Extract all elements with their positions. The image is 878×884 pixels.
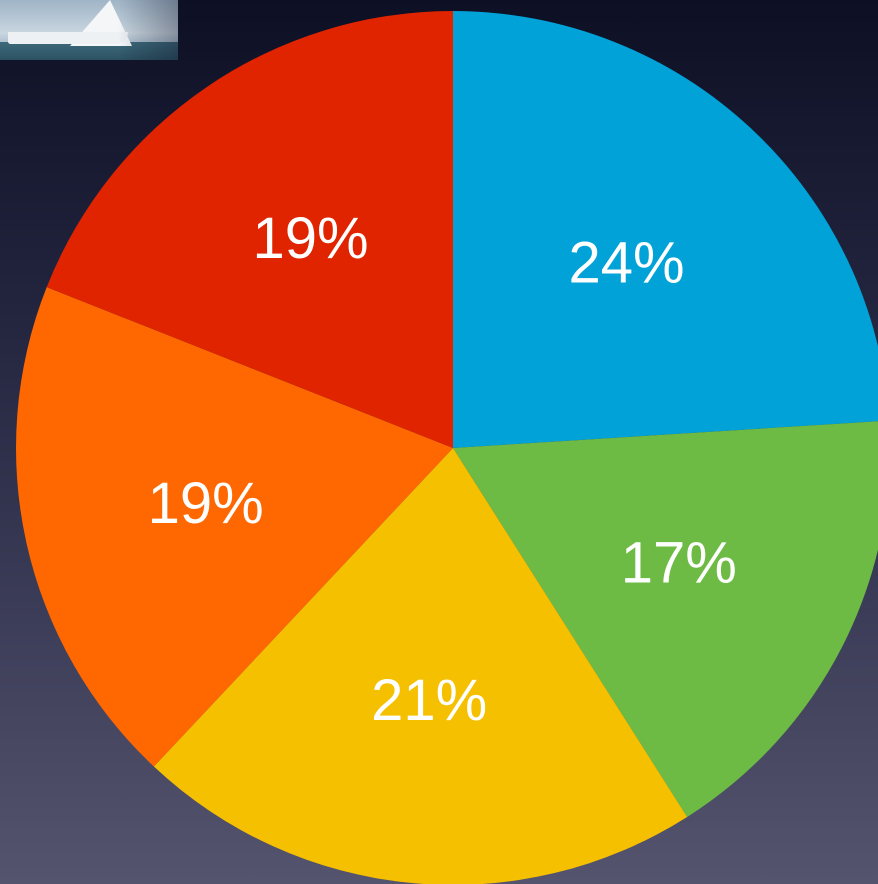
pie-slice-label-0: 24% — [568, 231, 684, 296]
pie-slice-2 — [153, 448, 688, 884]
pie-slice-4 — [46, 11, 453, 448]
pie-slice-0 — [453, 11, 878, 448]
pie-slice-1 — [453, 421, 878, 817]
sailboat-photo-icon — [0, 0, 178, 60]
thumbnail-sea — [0, 42, 178, 60]
thumbnail-hull — [8, 32, 128, 44]
pie-slice-label-1: 17% — [621, 531, 737, 596]
pie-slice-3 — [16, 287, 453, 767]
pie-slice-label-2: 21% — [371, 668, 487, 733]
thumbnail-fade — [118, 0, 178, 60]
pie-slice-label-4: 19% — [252, 206, 368, 271]
pie-slice-label-3: 19% — [148, 471, 264, 536]
